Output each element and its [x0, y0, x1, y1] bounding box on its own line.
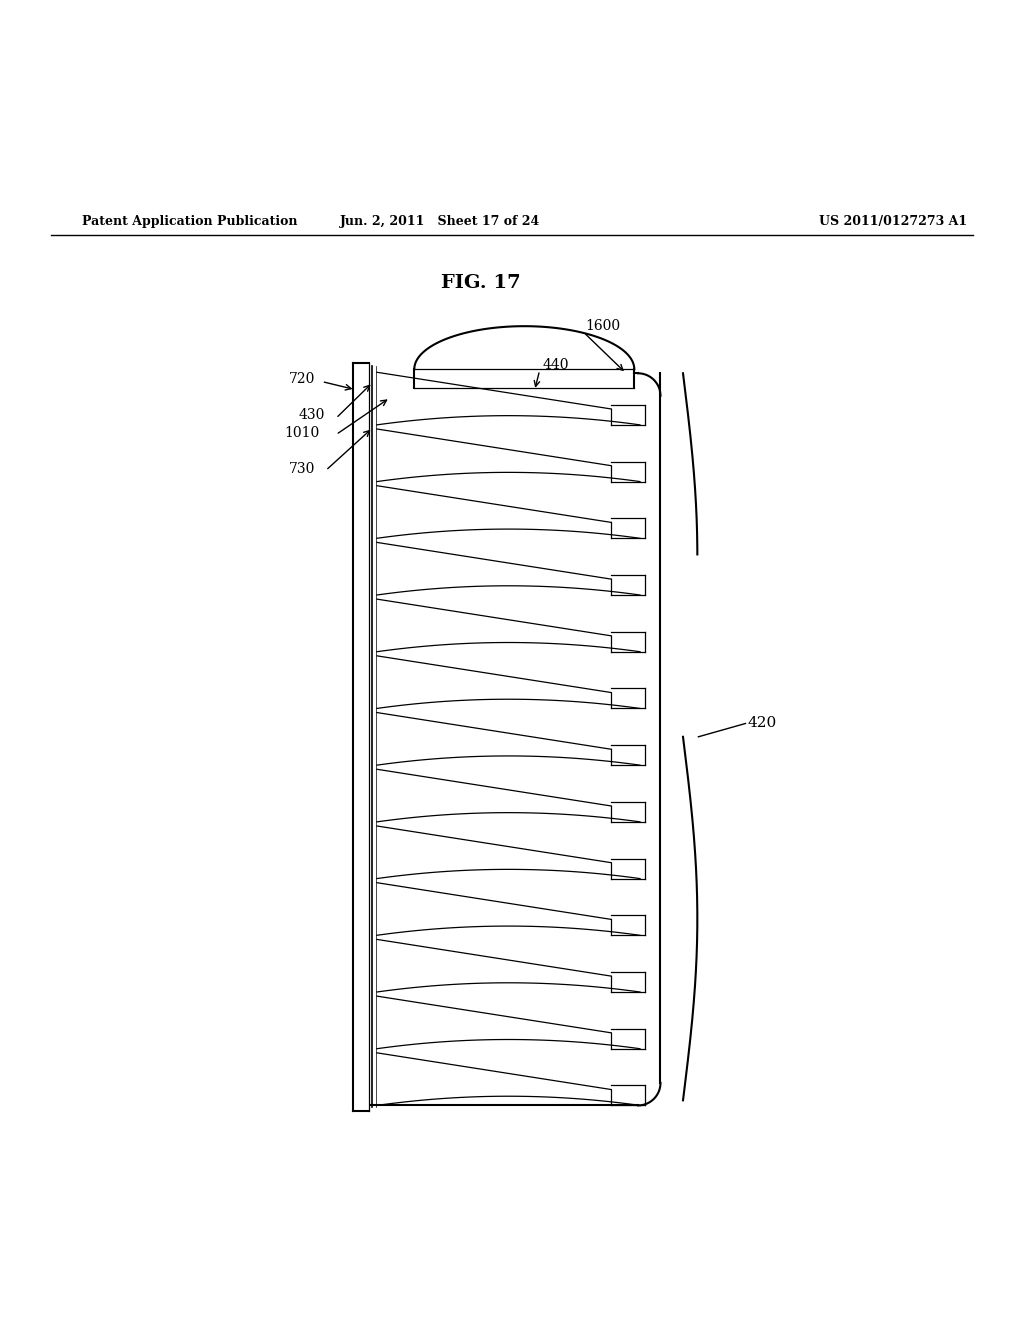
Text: 720: 720: [289, 372, 315, 387]
Text: 440: 440: [543, 358, 569, 372]
Text: 730: 730: [289, 462, 315, 475]
Text: Patent Application Publication: Patent Application Publication: [82, 215, 297, 228]
Text: 420: 420: [748, 717, 777, 730]
Text: 1600: 1600: [586, 319, 621, 333]
Text: Jun. 2, 2011   Sheet 17 of 24: Jun. 2, 2011 Sheet 17 of 24: [340, 215, 541, 228]
Text: 430: 430: [299, 408, 326, 422]
Text: FIG. 17: FIG. 17: [441, 275, 521, 292]
Text: US 2011/0127273 A1: US 2011/0127273 A1: [819, 215, 968, 228]
Text: 1010: 1010: [285, 425, 319, 440]
